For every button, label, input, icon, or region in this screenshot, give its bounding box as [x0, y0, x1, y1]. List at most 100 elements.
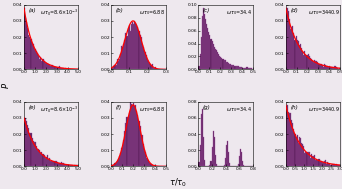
- Bar: [322, 162, 323, 166]
- Bar: [148, 161, 149, 166]
- Bar: [123, 140, 124, 166]
- Bar: [50, 161, 51, 166]
- Bar: [209, 35, 210, 69]
- Bar: [117, 161, 118, 166]
- Text: P: P: [2, 83, 11, 88]
- Bar: [293, 33, 294, 69]
- Bar: [292, 26, 293, 69]
- Bar: [133, 102, 134, 166]
- Bar: [139, 121, 140, 166]
- Bar: [305, 55, 306, 69]
- Bar: [31, 43, 33, 69]
- Bar: [71, 165, 72, 166]
- Bar: [53, 161, 54, 166]
- Bar: [70, 165, 71, 166]
- Text: $\omega\tau_0$=8.6$\times$10$^{-3}$: $\omega\tau_0$=8.6$\times$10$^{-3}$: [40, 105, 78, 115]
- Bar: [247, 67, 248, 69]
- Bar: [331, 164, 333, 166]
- Bar: [324, 64, 325, 69]
- Bar: [127, 117, 128, 166]
- Bar: [286, 106, 287, 166]
- Bar: [322, 65, 323, 69]
- Bar: [147, 159, 148, 166]
- Bar: [121, 148, 122, 166]
- Bar: [54, 161, 56, 166]
- Text: (b): (b): [116, 8, 123, 13]
- Bar: [47, 64, 48, 69]
- Bar: [131, 104, 132, 166]
- Bar: [310, 158, 311, 166]
- Bar: [35, 142, 36, 166]
- Bar: [39, 150, 40, 166]
- Bar: [137, 115, 139, 166]
- Bar: [65, 165, 66, 166]
- Bar: [28, 128, 29, 166]
- Bar: [248, 68, 249, 69]
- Bar: [143, 144, 144, 166]
- Text: (a): (a): [28, 8, 36, 13]
- Bar: [202, 16, 203, 69]
- Bar: [214, 47, 215, 69]
- Bar: [294, 40, 295, 69]
- Bar: [201, 37, 202, 69]
- Bar: [59, 66, 60, 69]
- Bar: [38, 56, 39, 69]
- Bar: [24, 118, 25, 166]
- Bar: [61, 163, 62, 166]
- Bar: [336, 67, 337, 69]
- Bar: [147, 60, 148, 69]
- Bar: [325, 65, 326, 69]
- Bar: [318, 64, 319, 69]
- Bar: [27, 125, 28, 166]
- Bar: [129, 25, 130, 69]
- Bar: [144, 150, 145, 166]
- Bar: [39, 59, 40, 69]
- Bar: [292, 122, 293, 166]
- Bar: [150, 65, 152, 69]
- Bar: [307, 152, 309, 166]
- Bar: [201, 114, 202, 166]
- Bar: [30, 39, 31, 69]
- Bar: [335, 165, 336, 166]
- Bar: [111, 165, 112, 166]
- Bar: [317, 62, 318, 69]
- Bar: [141, 136, 142, 166]
- Bar: [315, 61, 316, 69]
- Bar: [130, 102, 131, 166]
- Bar: [28, 35, 29, 69]
- Bar: [58, 163, 59, 166]
- Bar: [243, 67, 244, 69]
- Bar: [236, 66, 237, 69]
- Bar: [240, 149, 241, 166]
- Text: (f): (f): [116, 105, 122, 110]
- Bar: [140, 35, 141, 69]
- Bar: [306, 152, 307, 166]
- Bar: [50, 66, 51, 69]
- Bar: [339, 165, 340, 166]
- Bar: [214, 137, 215, 166]
- Bar: [241, 152, 242, 166]
- Bar: [60, 68, 61, 69]
- Bar: [52, 65, 53, 69]
- Bar: [297, 135, 298, 166]
- Bar: [62, 163, 63, 166]
- Text: (h): (h): [290, 105, 298, 110]
- Bar: [305, 152, 306, 166]
- Bar: [128, 28, 129, 69]
- Bar: [298, 143, 299, 166]
- Bar: [235, 66, 236, 69]
- Text: $\omega\tau_0$=6.88: $\omega\tau_0$=6.88: [139, 8, 165, 17]
- Bar: [133, 24, 134, 69]
- Bar: [200, 54, 201, 69]
- Bar: [139, 31, 140, 69]
- Bar: [124, 40, 126, 69]
- Bar: [212, 41, 213, 69]
- Bar: [56, 161, 57, 166]
- Bar: [315, 160, 316, 166]
- Bar: [316, 159, 317, 166]
- Bar: [289, 113, 290, 166]
- Bar: [309, 56, 310, 69]
- Bar: [291, 27, 292, 69]
- Bar: [329, 164, 330, 166]
- Bar: [52, 161, 53, 166]
